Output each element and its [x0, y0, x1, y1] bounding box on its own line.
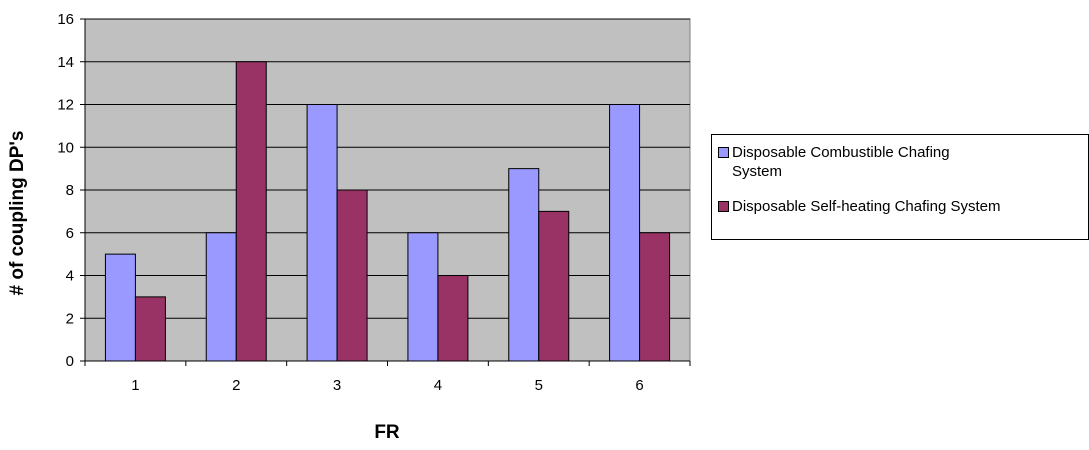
y-tick-label: 4: [66, 268, 74, 285]
legend-label-combustible: Disposable Combustible Chafing System: [732, 144, 950, 180]
legend-swatch-combustible: [718, 147, 729, 158]
x-tick-label: 3: [333, 377, 341, 394]
bar-combustible-fr5: [508, 168, 540, 362]
y-tick-label: 10: [57, 139, 74, 156]
legend-swatch-self-heating: [718, 201, 729, 212]
y-tick-label: 8: [66, 182, 74, 199]
bar-self-heating-fr5: [538, 210, 570, 362]
y-tick-label: 0: [66, 353, 74, 370]
y-tick-label: 16: [57, 11, 74, 28]
bar-self-heating-fr6: [639, 232, 671, 362]
x-axis-title: FR: [374, 422, 400, 443]
y-tick-label: 6: [66, 225, 74, 242]
x-tick-label: 5: [535, 377, 543, 394]
y-tick-label: 2: [66, 310, 74, 327]
legend: Disposable Combustible Chafing System Di…: [711, 134, 1089, 240]
bar-self-heating-fr1: [134, 296, 166, 362]
x-tick-label: 2: [232, 377, 240, 394]
y-tick-label: 14: [57, 54, 74, 71]
x-tick-label: 1: [131, 377, 139, 394]
y-axis-title: # of coupling DP's: [7, 131, 28, 296]
y-tick-label: 12: [57, 97, 74, 114]
bar-combustible-fr6: [609, 104, 641, 362]
legend-item-combustible: Disposable Combustible Chafing System: [718, 143, 972, 181]
bar-combustible-fr2: [205, 232, 237, 362]
legend-label-self-heating: Disposable Self-heating Chafing System: [732, 198, 1001, 215]
bar-combustible-fr4: [407, 232, 439, 362]
bar-self-heating-fr3: [336, 189, 368, 362]
bar-combustible-fr3: [306, 104, 338, 362]
x-tick-label: 4: [434, 377, 442, 394]
x-tick-label: 6: [635, 377, 643, 394]
bar-self-heating-fr2: [235, 61, 267, 362]
legend-item-self-heating: Disposable Self-heating Chafing System: [718, 197, 1089, 216]
bar-self-heating-fr4: [437, 275, 469, 362]
bar-combustible-fr1: [104, 253, 136, 362]
